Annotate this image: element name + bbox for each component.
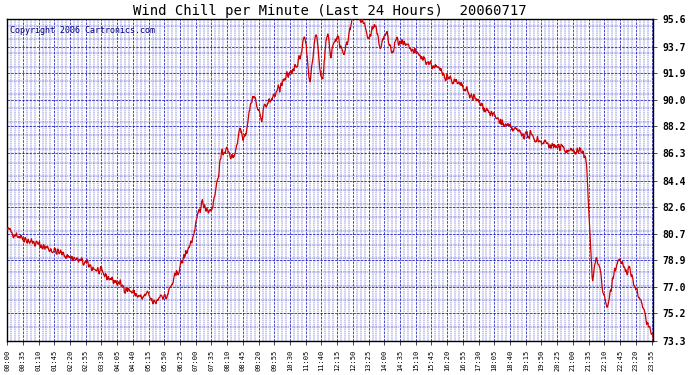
Text: Copyright 2006 Cartronics.com: Copyright 2006 Cartronics.com	[10, 26, 155, 35]
Title: Wind Chill per Minute (Last 24 Hours)  20060717: Wind Chill per Minute (Last 24 Hours) 20…	[133, 4, 527, 18]
